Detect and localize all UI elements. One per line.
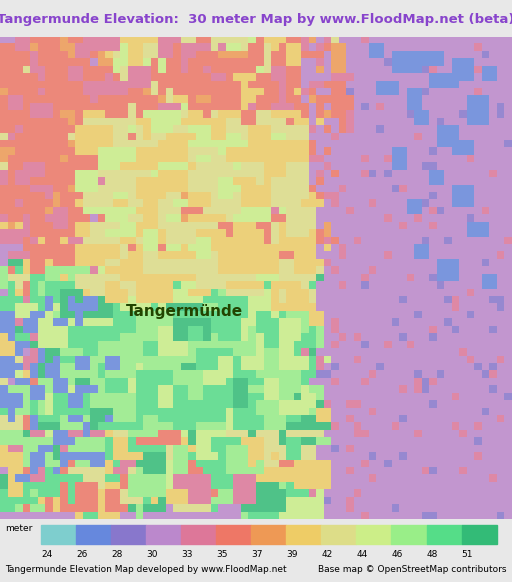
Text: 42: 42 bbox=[322, 549, 333, 559]
Bar bbox=[41, 525, 76, 544]
Text: 44: 44 bbox=[356, 549, 368, 559]
Bar bbox=[111, 525, 146, 544]
Text: Base map © OpenStreetMap contributors: Base map © OpenStreetMap contributors bbox=[318, 565, 507, 574]
Text: Tangermunde Elevation Map developed by www.FloodMap.net: Tangermunde Elevation Map developed by w… bbox=[5, 565, 287, 574]
Text: 30: 30 bbox=[146, 549, 158, 559]
Bar bbox=[462, 525, 497, 544]
Text: 51: 51 bbox=[462, 549, 473, 559]
Text: Tangermunde Elevation:  30 meter Map by www.FloodMap.net (beta): Tangermunde Elevation: 30 meter Map by w… bbox=[0, 13, 512, 26]
Text: 28: 28 bbox=[111, 549, 122, 559]
Text: 26: 26 bbox=[76, 549, 88, 559]
Text: 46: 46 bbox=[392, 549, 403, 559]
Bar bbox=[426, 525, 462, 544]
Bar bbox=[392, 525, 426, 544]
Bar bbox=[322, 525, 356, 544]
Bar bbox=[251, 525, 286, 544]
Bar bbox=[146, 525, 181, 544]
Bar bbox=[286, 525, 322, 544]
Text: 48: 48 bbox=[426, 549, 438, 559]
Text: Tangermünde: Tangermünde bbox=[126, 304, 243, 319]
Text: 35: 35 bbox=[216, 549, 228, 559]
Bar bbox=[76, 525, 111, 544]
Text: 33: 33 bbox=[181, 549, 193, 559]
Text: meter: meter bbox=[5, 524, 32, 533]
Text: 37: 37 bbox=[251, 549, 263, 559]
Text: 39: 39 bbox=[286, 549, 298, 559]
Text: 24: 24 bbox=[41, 549, 52, 559]
Bar bbox=[356, 525, 392, 544]
Bar bbox=[216, 525, 251, 544]
Bar bbox=[181, 525, 216, 544]
